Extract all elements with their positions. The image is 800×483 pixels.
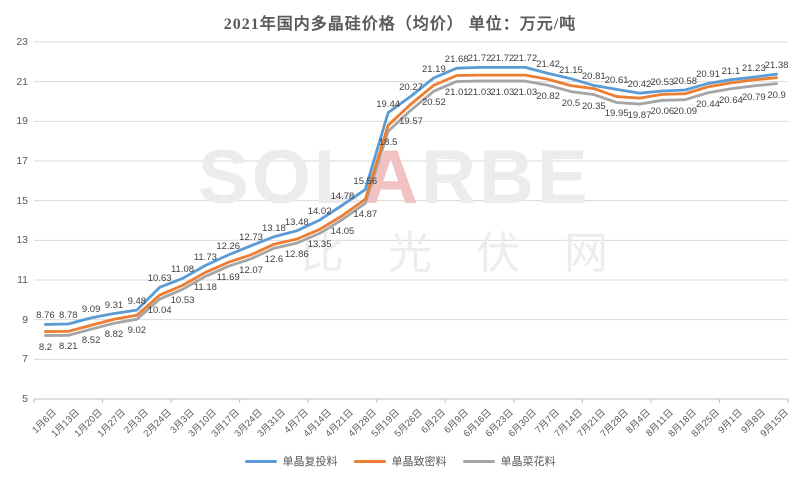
legend: 单晶复投料 单晶致密料 单晶菜花料 <box>0 453 800 469</box>
legend-item-refeed: 单晶复投料 <box>244 453 338 469</box>
watermark-solarbe-logo: SOLARBE <box>198 140 591 216</box>
legend-label-refeed: 单晶复投料 <box>282 456 338 468</box>
series-line-refeed <box>44 65 778 326</box>
legend-swatch-cauliflower <box>462 459 495 463</box>
watermark-text-sol: SOL <box>198 135 364 220</box>
legend-swatch-refeed <box>244 459 277 463</box>
watermark-text-rbe: RBE <box>421 135 591 220</box>
series-line-cauliflower <box>44 79 778 337</box>
watermark-chinese-text: 比光伏网 <box>300 229 652 278</box>
legend-label-cauliflower: 单晶菜花料 <box>500 456 556 468</box>
chart-title: 2021年国内多晶硅价格（均价） 单位：万元/吨 <box>223 16 577 33</box>
legend-item-cauliflower: 单晶菜花料 <box>462 453 556 469</box>
legend-swatch-dense <box>353 459 386 463</box>
legend-item-dense: 单晶致密料 <box>353 453 447 469</box>
series-line-dense <box>44 73 778 333</box>
legend-label-dense: 单晶致密料 <box>391 456 447 468</box>
